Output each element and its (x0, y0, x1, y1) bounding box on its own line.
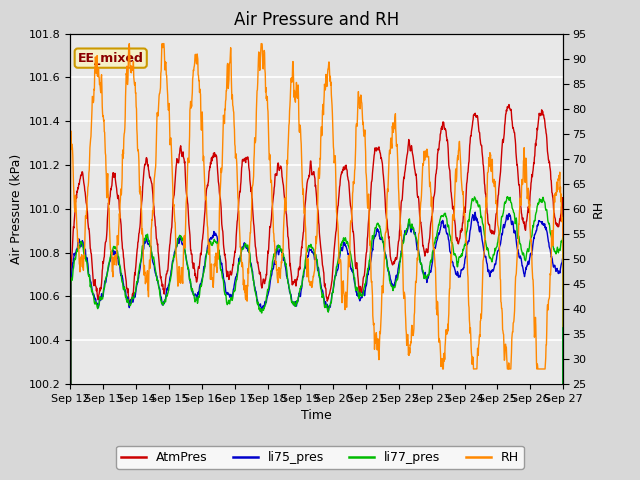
li77_pres (500, 200, 508, 205)
li75_pres (458, 267, 465, 273)
li77_pres (231, 288, 239, 293)
X-axis label: Time: Time (301, 409, 332, 422)
li77_pres (458, 253, 465, 259)
AtmPres (231, 250, 239, 255)
li75_pres (471, 209, 479, 215)
RH (458, 184, 466, 190)
Line: RH: RH (70, 44, 563, 369)
li77_pres (164, 290, 172, 296)
AtmPres (458, 229, 465, 235)
li75_pres (501, 222, 509, 228)
AtmPres (505, 102, 513, 108)
li77_pres (504, 194, 511, 200)
Line: li77_pres: li77_pres (70, 197, 563, 480)
RH (502, 341, 509, 347)
li75_pres (176, 235, 184, 240)
li75_pres (393, 275, 401, 281)
RH (232, 155, 239, 161)
li77_pres (393, 276, 401, 282)
li75_pres (164, 286, 172, 291)
RH (393, 142, 401, 148)
li75_pres (231, 277, 239, 283)
RH (164, 107, 172, 113)
Y-axis label: Air Pressure (kPa): Air Pressure (kPa) (10, 154, 24, 264)
Line: AtmPres: AtmPres (70, 105, 563, 480)
RH (559, 324, 567, 329)
Title: Air Pressure and RH: Air Pressure and RH (234, 11, 399, 29)
Text: EE_mixed: EE_mixed (78, 52, 143, 65)
AtmPres (393, 256, 401, 262)
li77_pres (176, 233, 184, 239)
RH (67, 250, 74, 256)
Line: li75_pres: li75_pres (70, 212, 563, 480)
AtmPres (500, 122, 508, 128)
RH (439, 366, 447, 372)
RH (177, 276, 184, 281)
Y-axis label: RH: RH (592, 200, 605, 218)
RH (125, 41, 133, 47)
AtmPres (176, 146, 184, 152)
Legend: AtmPres, li75_pres, li77_pres, RH: AtmPres, li75_pres, li77_pres, RH (116, 446, 524, 469)
AtmPres (164, 265, 172, 271)
